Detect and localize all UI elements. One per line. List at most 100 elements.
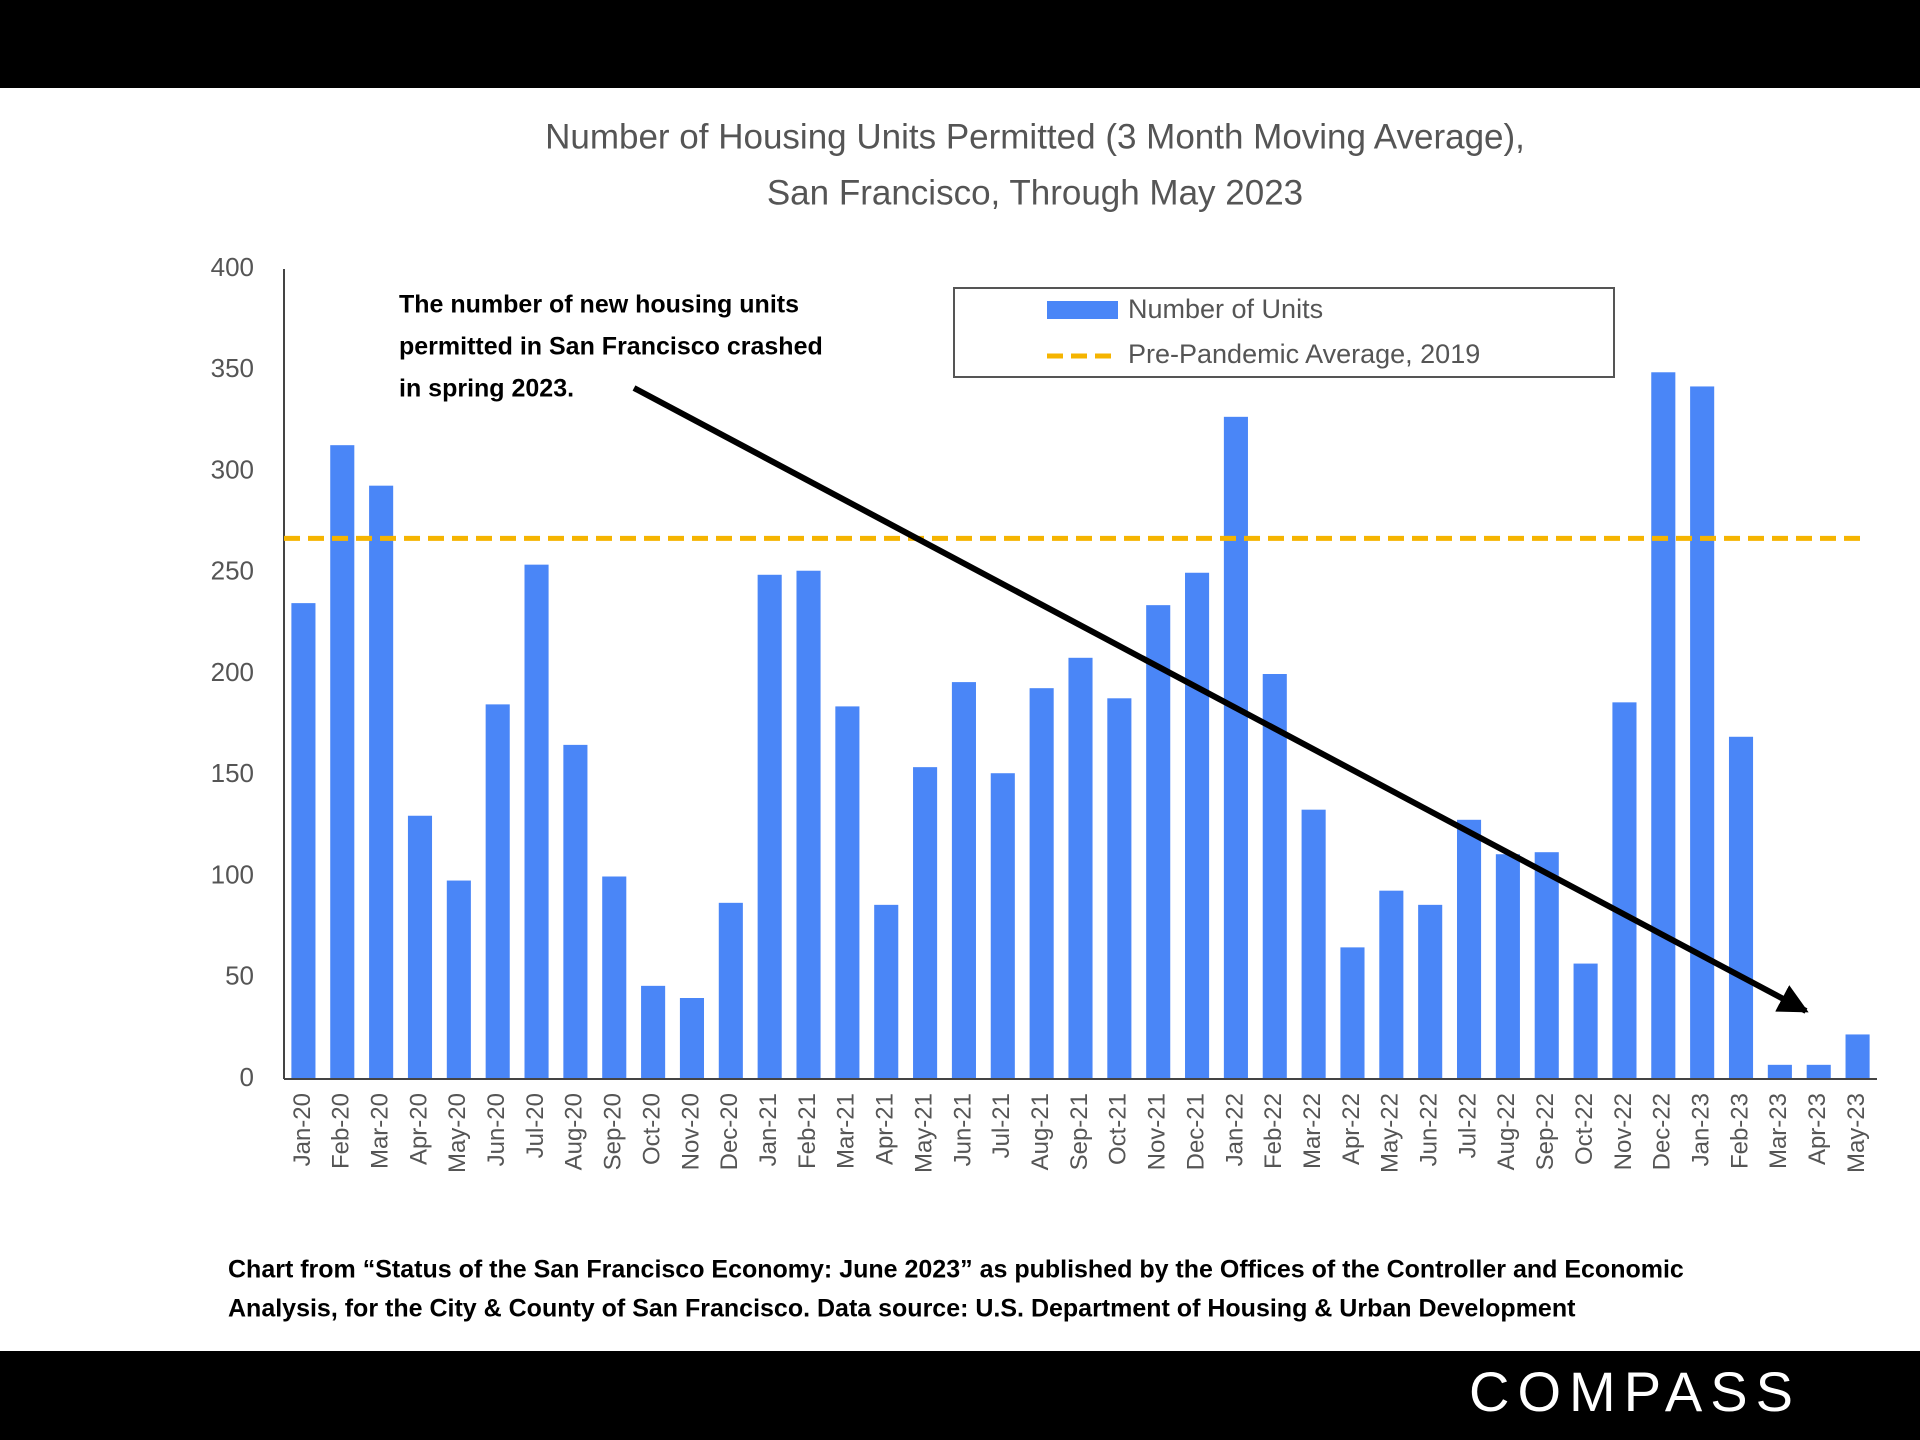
bar [446, 880, 471, 1079]
x-tick-label: Mar-23 [1765, 1093, 1792, 1169]
bar [1456, 819, 1482, 1079]
bar [1612, 702, 1637, 1079]
x-tick-label: Sep-20 [600, 1093, 627, 1170]
bar [1690, 386, 1715, 1079]
x-tick-label: Mar-22 [1299, 1093, 1326, 1169]
bar [874, 904, 899, 1079]
bar [1185, 572, 1210, 1079]
bar [641, 985, 666, 1079]
bar [1301, 809, 1326, 1079]
footnote: Chart from “Status of the San Francisco … [228, 1256, 1684, 1323]
bar [1418, 904, 1443, 1079]
bar [1029, 688, 1054, 1079]
y-tick-label: 250 [211, 556, 254, 586]
x-tick-label: Nov-21 [1144, 1093, 1171, 1170]
bar [1262, 674, 1287, 1079]
x-tick-label: Dec-21 [1182, 1093, 1209, 1170]
x-tick-label: Oct-21 [1105, 1093, 1132, 1165]
y-tick-label: 300 [211, 454, 254, 484]
bar [990, 773, 1015, 1079]
x-tick-label: Feb-20 [328, 1093, 355, 1169]
bar [835, 706, 860, 1079]
x-tick-label: Sep-22 [1532, 1093, 1559, 1170]
y-tick-label: 100 [211, 859, 254, 889]
x-tick-label: Apr-23 [1804, 1093, 1831, 1165]
x-tick-label: Aug-20 [561, 1093, 588, 1170]
top-band [0, 0, 1920, 88]
bar [1223, 416, 1248, 1079]
x-tick-label: Feb-23 [1726, 1093, 1753, 1169]
x-tick-label: Jan-22 [1221, 1093, 1248, 1166]
footnote-line: Chart from “Status of the San Francisco … [228, 1256, 1684, 1284]
legend-label: Number of Units [1128, 294, 1323, 324]
x-tick-label: Feb-22 [1260, 1093, 1287, 1169]
bar [563, 744, 588, 1079]
bar [1379, 890, 1404, 1079]
x-tick-label: Dec-22 [1649, 1093, 1676, 1170]
bar [524, 564, 549, 1079]
bar [1806, 1064, 1831, 1079]
x-tick-label: Jul-20 [522, 1093, 549, 1158]
x-tick-label: Oct-20 [638, 1093, 665, 1165]
x-tick-label: Aug-22 [1493, 1093, 1520, 1170]
bar [407, 815, 433, 1079]
x-tick-label: Jun-21 [949, 1093, 976, 1166]
legend-label: Pre-Pandemic Average, 2019 [1128, 339, 1480, 369]
bar [1728, 736, 1754, 1079]
legend-swatch [1047, 301, 1118, 319]
bar [913, 767, 938, 1079]
x-tick-label: Jun-22 [1416, 1093, 1443, 1166]
x-tick-label: Nov-20 [677, 1093, 704, 1170]
x-tick-label: Aug-21 [1027, 1093, 1054, 1170]
x-tick-label: Jul-21 [988, 1093, 1015, 1158]
x-tick-label: Apr-21 [872, 1093, 899, 1165]
bar [718, 902, 743, 1079]
annotation-line: The number of new housing units [399, 291, 799, 319]
bar [1340, 947, 1365, 1079]
x-tick-label: Dec-20 [716, 1093, 743, 1170]
bar [1573, 963, 1598, 1079]
x-tick-label: Jan-23 [1688, 1093, 1715, 1166]
bar [1068, 657, 1093, 1079]
bar [679, 998, 705, 1079]
y-tick-label: 350 [211, 353, 254, 383]
x-tick-label: Jan-20 [289, 1093, 316, 1166]
x-tick-label: Mar-21 [833, 1093, 860, 1169]
y-tick-label: 50 [225, 961, 254, 991]
annotation: The number of new housing units permitte… [399, 291, 823, 403]
x-tick-label: Oct-22 [1571, 1093, 1598, 1165]
bar [1146, 605, 1171, 1079]
bar [330, 445, 355, 1079]
bar [1534, 852, 1559, 1079]
bar [602, 876, 627, 1079]
x-tick-label: Jan-21 [755, 1093, 782, 1166]
y-tick-label: 0 [240, 1062, 254, 1092]
bar [1651, 372, 1676, 1079]
x-tick-label: Feb-21 [794, 1093, 821, 1169]
footnote-line: Analysis, for the City & County of San F… [228, 1295, 1576, 1323]
x-tick-label: Apr-22 [1338, 1093, 1365, 1165]
bar [291, 603, 316, 1079]
bar [796, 570, 821, 1079]
bar [951, 682, 976, 1079]
y-tick-label: 200 [211, 657, 254, 687]
x-tick-label: Mar-20 [366, 1093, 393, 1169]
arrow [632, 385, 1809, 1014]
y-tick-label: 150 [211, 758, 254, 788]
x-tick-label: Apr-20 [405, 1093, 432, 1165]
bar [1845, 1034, 1870, 1079]
annotation-line: permitted in San Francisco crashed [399, 333, 823, 361]
bar [369, 485, 394, 1079]
title: Number of Housing Units Permitted (3 Mon… [545, 117, 1525, 212]
y-tick-label: 400 [211, 252, 254, 282]
annotation-line: in spring 2023. [399, 375, 574, 403]
bar [1107, 698, 1132, 1079]
x-tick-label: Jul-22 [1454, 1093, 1481, 1158]
plot: 0 50 100 150 200 250 300 350 400 Jan-20 Feb-20 Mar-… [211, 252, 1877, 1173]
x-tick-label: May-23 [1843, 1093, 1870, 1173]
bottom-band [0, 1351, 1920, 1440]
bar [485, 704, 510, 1079]
x-tick-label: May-21 [910, 1093, 937, 1173]
logo: COMPASS [1469, 1360, 1801, 1423]
bar [1495, 854, 1520, 1079]
